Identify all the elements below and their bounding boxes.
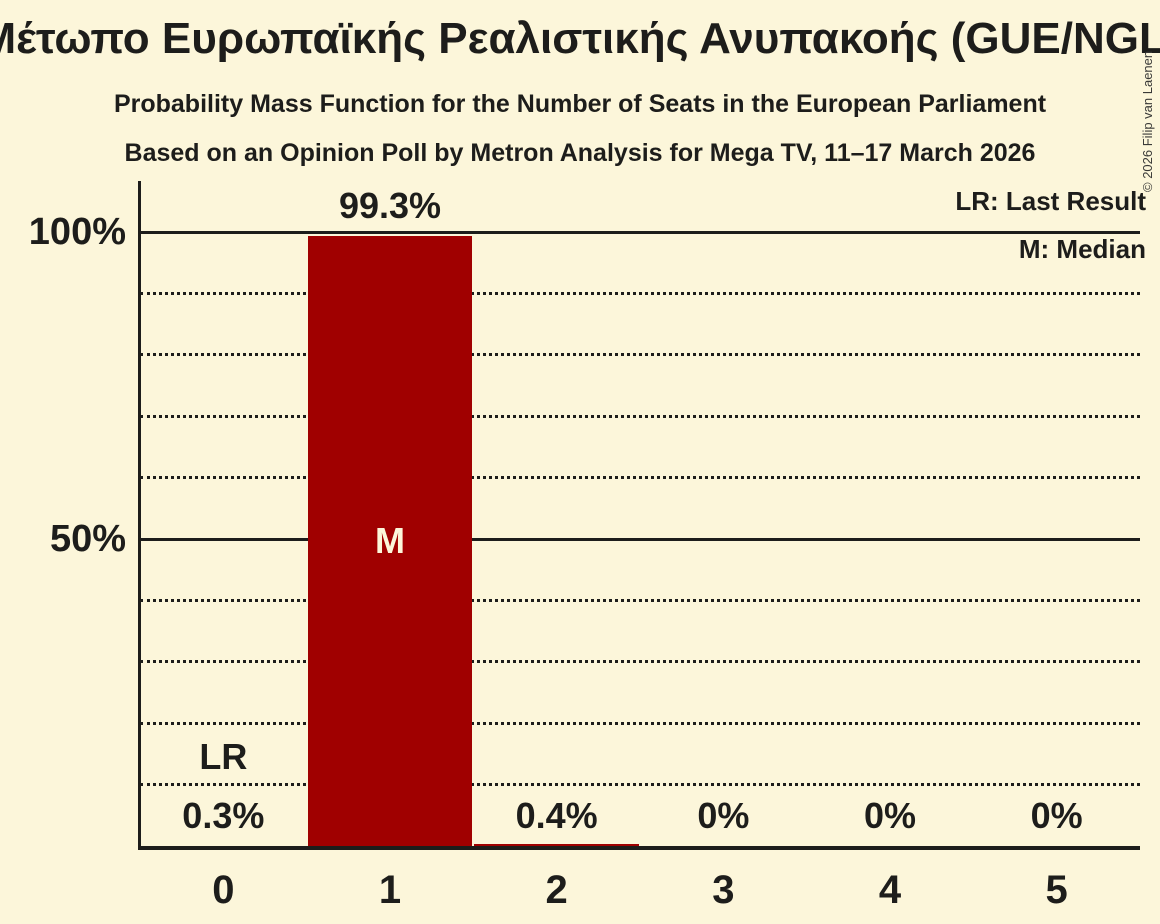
x-axis-label-1: 1 [378, 868, 402, 912]
median-marker: M [374, 520, 405, 562]
bar-value-label-0: 0.3% [182, 795, 265, 836]
gridline-dotted-10 [140, 783, 1140, 787]
y-axis-line [138, 181, 141, 850]
chart-source-note: Based on an Opinion Poll by Metron Analy… [124, 139, 1036, 167]
last-result-marker: LR [199, 736, 248, 777]
bar-value-label-5: 0% [1030, 795, 1083, 836]
gridline-100 [140, 230, 1140, 234]
gridline-dotted-70 [140, 414, 1140, 418]
y-axis-label-100: 100% [28, 211, 126, 253]
gridline-dotted-40 [140, 598, 1140, 602]
x-axis-label-5: 5 [1045, 868, 1068, 912]
gridline-dotted-20 [140, 721, 1140, 725]
gridline-50 [140, 537, 1140, 541]
page-title: Μέτωπο Ευρωπαϊκής Ρεαλιστικής Ανυπακοής … [0, 14, 1160, 63]
bar-value-label-2: 0.4% [515, 795, 598, 836]
gridline-dotted-60 [140, 476, 1140, 480]
bar-seats-1 [307, 236, 473, 846]
x-axis-label-2: 2 [545, 868, 568, 912]
bar-value-label-3: 0% [697, 795, 750, 836]
gridline-dotted-30 [140, 660, 1140, 664]
bar-seats-2 [474, 843, 639, 846]
gridline-dotted-90 [140, 291, 1140, 295]
x-axis-label-4: 4 [878, 868, 902, 912]
copyright-notice: © 2026 Filip van Laenen [1140, 50, 1155, 192]
bar-value-label-1: 99.3% [338, 185, 442, 227]
legend-last-result: LR: Last Result [955, 186, 1146, 216]
x-axis-line [138, 846, 1140, 850]
x-axis-label-0: 0 [212, 868, 235, 912]
x-axis-label-3: 3 [712, 868, 735, 912]
y-axis-label-50: 50% [49, 518, 126, 560]
legend-median: M: Median [1018, 234, 1146, 264]
gridline-dotted-80 [140, 353, 1140, 357]
chart-subtitle: Probability Mass Function for the Number… [113, 90, 1047, 118]
bar-value-label-4: 0% [863, 795, 916, 836]
